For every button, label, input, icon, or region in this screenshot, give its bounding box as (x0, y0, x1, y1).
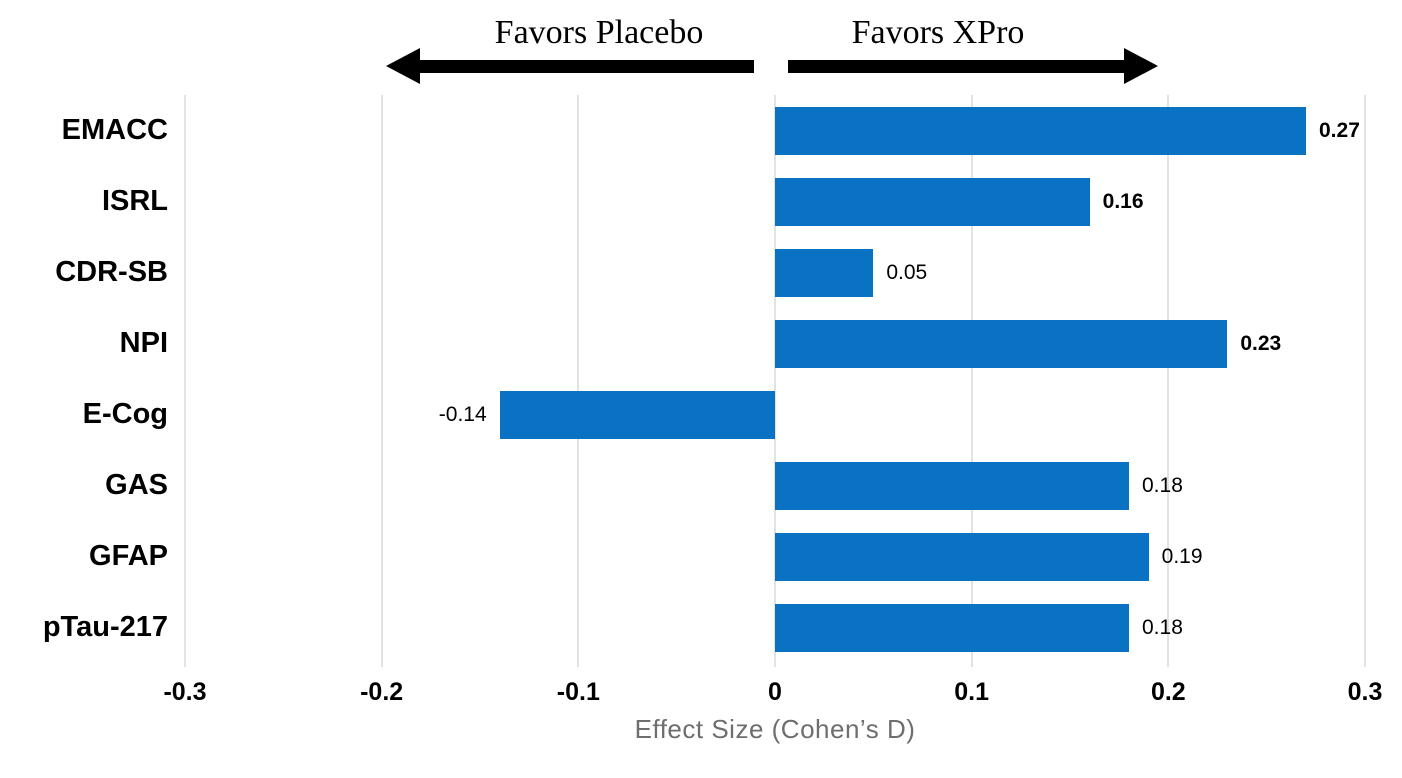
gridline-0.3 (1364, 95, 1366, 667)
category-label-GAS: GAS (105, 469, 168, 501)
bar-EMACC (775, 106, 1306, 155)
favors-placebo-label: Favors Placebo (494, 14, 704, 51)
left-arrow-line (416, 60, 754, 73)
right-arrow-line (788, 60, 1126, 73)
category-label-E-Cog: E-Cog (82, 398, 168, 430)
bar-ISRL (775, 177, 1090, 226)
category-label-ISRL: ISRL (101, 185, 168, 217)
favors-xpro-label: Favors XPro (851, 14, 1025, 51)
gridline--0.3 (184, 95, 186, 667)
bar-pTau-217 (775, 603, 1129, 652)
gridline-0.2 (1167, 95, 1170, 667)
left-arrow-icon (386, 48, 420, 84)
x-tick--0.1: -0.1 (556, 678, 600, 706)
y-axis-category-labels: EMACC ISRL CDR-SB NPI E-Cog GAS GFAP pTau-217 (0, 95, 168, 663)
gridline--0.2 (380, 95, 383, 667)
x-tick--0.3: -0.3 (163, 678, 207, 706)
right-arrow-icon (1124, 48, 1158, 84)
x-tick-0.2: 0.2 (1150, 678, 1186, 706)
gridline--0.1 (577, 95, 580, 667)
value-label-GFAP: 0.19 (1161, 544, 1203, 568)
category-label-EMACC: EMACC (61, 114, 168, 146)
value-label-E-Cog: -0.14 (438, 402, 487, 426)
value-label-NPI: 0.23 (1240, 331, 1282, 355)
bar-NPI (775, 319, 1228, 368)
x-tick--0.2: -0.2 (360, 678, 404, 706)
value-label-ISRL: 0.16 (1102, 189, 1144, 213)
category-label-pTau-217: pTau-217 (42, 611, 168, 643)
bar-CDR-SB (775, 248, 874, 297)
x-tick-0: 0 (768, 678, 782, 706)
gridline-0.1 (970, 95, 973, 667)
category-label-NPI: NPI (119, 327, 168, 359)
plot-area: 0.27 0.16 0.05 0.23 -0.14 0.18 0.19 0.18 (184, 95, 1366, 667)
x-tick-0.3: 0.3 (1347, 678, 1383, 706)
bar-GAS (775, 461, 1129, 510)
x-axis-title: Effect Size (Cohen’s D) (634, 714, 916, 744)
value-label-EMACC: 0.27 (1319, 118, 1360, 142)
category-label-GFAP: GFAP (89, 540, 168, 572)
category-label-CDR-SB: CDR-SB (55, 256, 168, 288)
value-label-CDR-SB: 0.05 (886, 260, 928, 284)
value-label-pTau-217: 0.18 (1142, 615, 1183, 639)
value-label-GAS: 0.18 (1142, 473, 1183, 497)
x-tick-0.1: 0.1 (954, 678, 990, 706)
bar-E-Cog (499, 390, 775, 439)
gridline-0 (774, 95, 776, 667)
bar-GFAP (775, 532, 1149, 581)
